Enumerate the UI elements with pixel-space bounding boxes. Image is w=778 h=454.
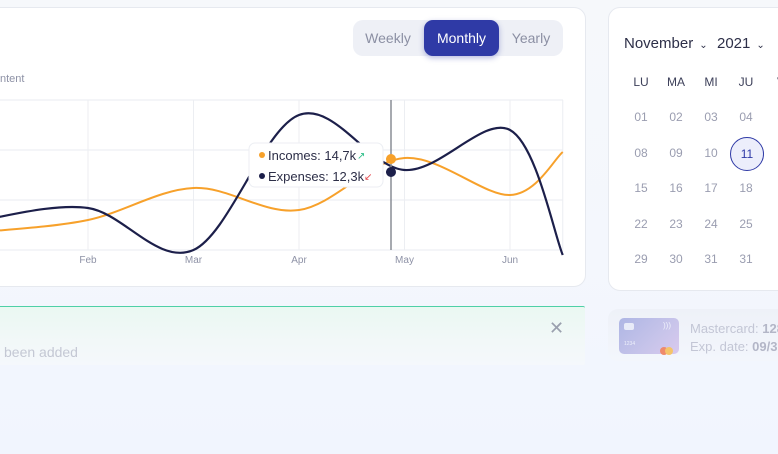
expenses-point[interactable] [386,167,396,177]
arrow-up-right-icon: ↗ [357,151,365,162]
x-tick-label: May [395,255,414,266]
x-tick-label: Jun [502,255,518,266]
calendar-day[interactable]: 31 [739,252,753,266]
card-name-label: Mastercard: [690,321,759,336]
tooltip-expenses: Expenses: 12,3k [268,169,365,184]
weekday-label: LU [633,75,649,89]
calendar-day[interactable]: 0 [766,102,778,132]
card-name: Mastercard: 128 [690,321,778,336]
card-number: 128 [762,321,778,336]
calendar-day[interactable]: 09 [669,145,683,160]
weekday-label: MI [704,75,718,89]
calendar-day[interactable]: 04 [739,110,753,124]
calendar-day[interactable]: 02 [669,110,683,124]
year-select[interactable]: 2021 ⌄ [717,35,765,52]
calendar-day[interactable]: 17 [704,181,718,195]
chart-ticks: Feb Mar Apr May Jun [79,255,518,266]
tooltip-incomes: Incomes: 14,7k [268,148,357,163]
x-tick-label: Feb [79,255,97,266]
mastercard-logo-icon [660,342,673,360]
calendar-day[interactable]: 25 [739,216,753,231]
expenses-series-line [0,112,564,256]
weekday-label: JU [738,75,754,89]
month-select[interactable]: November ⌄ [624,35,708,52]
calendar-day[interactable]: 22 [634,216,648,231]
calendar-day[interactable]: 29 [634,252,648,266]
alert-message: been added [4,344,78,360]
chevron-down-icon: ⌄ [699,40,708,51]
x-tick-label: Mar [185,255,203,266]
chart-legend-label: ntent [0,73,25,85]
calendar-day[interactable]: 30 [669,252,683,266]
calendar-day[interactable]: 2 [766,209,778,239]
contactless-icon: ))) [663,321,671,330]
calendar-day[interactable]: 18 [739,181,753,195]
calendar-day[interactable]: 1 [766,173,778,203]
calendar-day[interactable]: 16 [669,181,683,195]
incomes-point[interactable] [386,154,396,164]
card-expiry-value: 09/30 [752,339,778,354]
calendar-day[interactable]: 01 [634,110,648,124]
calendar-day[interactable]: 03 [704,110,718,124]
expenses-dot-icon [259,173,265,179]
card-chip-icon [624,323,634,330]
chart-series [0,112,564,256]
calendar-day[interactable]: 31 [704,252,718,266]
calendar-day-selected[interactable]: 11 [730,136,764,171]
calendar-day[interactable]: 10 [704,145,718,160]
line-chart: Feb Mar Apr May Jun Incomes: 14,7k Expenses: … [0,99,564,266]
card-expiry-label: Exp. date: [690,339,749,354]
calendar-day[interactable]: 23 [669,216,683,231]
saved-card[interactable]: ))) 1234 Mastercard: 128 Exp. date: 09/3… [608,309,778,361]
arrow-down-left-icon: ↙ [364,172,372,183]
year-label: 2021 [717,35,751,52]
tab-weekly[interactable]: Weekly [365,30,411,46]
period-toggle: Weekly Monthly Yearly [353,20,563,56]
success-alert: been added ✕ [0,306,585,365]
x-tick-label: Apr [291,255,307,266]
tab-yearly[interactable]: Yearly [511,30,551,46]
chevron-down-icon: ⌄ [756,40,765,51]
weekday-label: MA [667,75,685,89]
chart-tooltip: Incomes: 14,7k Expenses: 12,3k ↗ ↙ [248,100,396,250]
weekday-label: V [766,75,778,89]
calendar-day[interactable]: 1 [766,138,778,168]
month-label: November [624,35,694,52]
calendar-day[interactable]: 24 [704,216,718,231]
card-expiry: Exp. date: 09/30 [690,339,778,354]
tooltip-box [248,142,384,188]
calendar-day[interactable]: 08 [634,145,648,160]
incomes-dot-icon [259,152,265,158]
calendar-day[interactable]: 15 [634,181,648,195]
calendar-card: November ⌄ 2021 ⌄ LU MA MI JU V 01 02 03 04 0 08 09 10… [608,7,778,291]
credit-card-icon: ))) 1234 [619,318,679,355]
incomes-series-line [0,151,564,232]
card-mini-number: 1234 [624,341,636,347]
close-icon[interactable]: ✕ [549,318,565,338]
calendar-day[interactable]: 3 [766,244,778,274]
tab-monthly[interactable]: Monthly [424,20,499,56]
